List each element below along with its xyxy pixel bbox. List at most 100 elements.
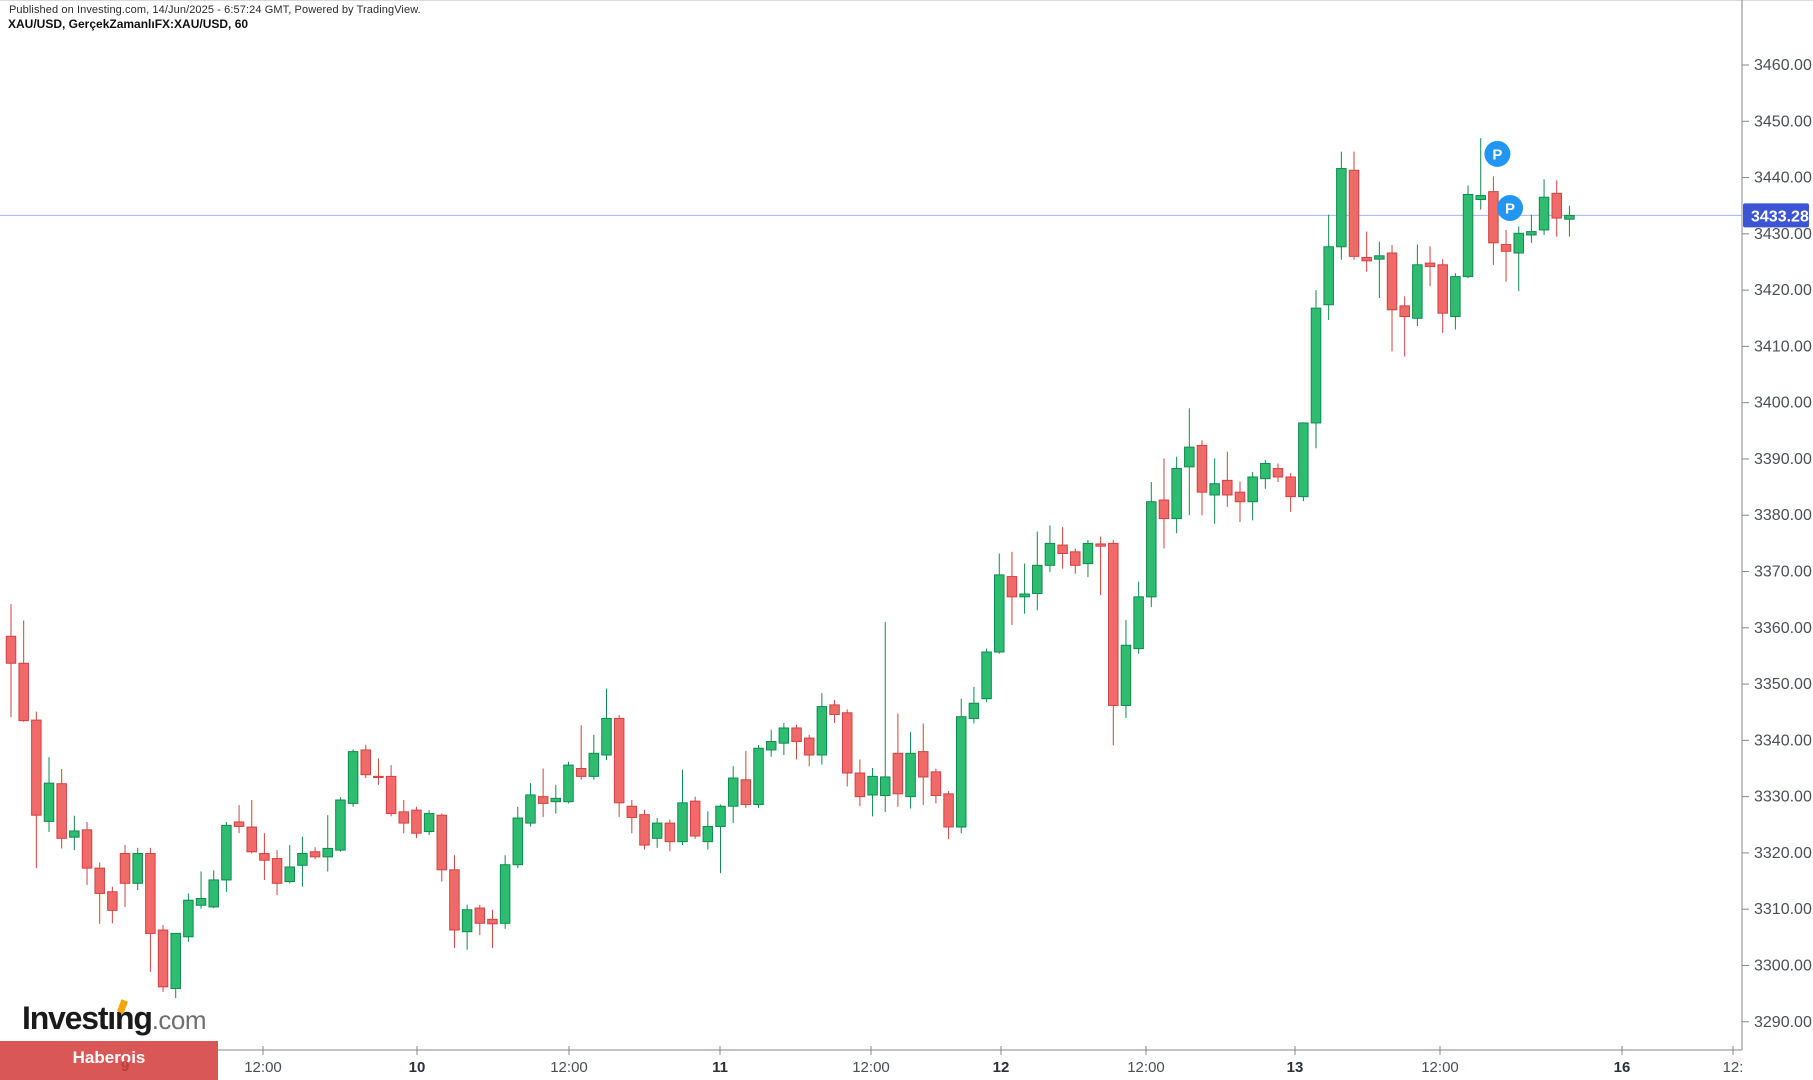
symbol-title: XAU/USD, GerçekZamanlıFX:XAU/USD, 60 <box>8 17 249 31</box>
candle <box>322 847 333 858</box>
candle <box>360 749 372 776</box>
price-axis-label: 3350.00 <box>1754 676 1812 693</box>
candle <box>715 805 726 827</box>
candle <box>689 800 701 837</box>
time-axis-label: 12:00 <box>1421 1059 1459 1076</box>
candle <box>411 809 422 834</box>
price-axis-label: 3330.00 <box>1754 789 1812 806</box>
candle <box>1437 264 1448 314</box>
candle <box>1158 499 1170 520</box>
candle <box>651 822 663 839</box>
candle <box>1310 307 1322 424</box>
candle <box>816 706 828 756</box>
candle <box>727 777 739 807</box>
p-marker-icon[interactable] <box>1497 194 1524 221</box>
candle <box>1082 542 1094 565</box>
candle <box>867 775 878 796</box>
candle <box>474 907 486 924</box>
candle <box>1424 262 1436 267</box>
price-axis-label: 3380.00 <box>1754 507 1812 524</box>
candle <box>132 852 143 884</box>
price-axis-label: 3340.00 <box>1754 732 1812 749</box>
candle <box>1095 543 1106 547</box>
candle <box>347 751 359 804</box>
candle <box>1032 564 1043 594</box>
candle <box>246 826 257 853</box>
candle <box>613 717 625 804</box>
candle <box>259 852 270 861</box>
candle <box>221 824 232 881</box>
time-axis-label: 12:00 <box>1127 1059 1165 1076</box>
candle <box>765 740 777 751</box>
candle <box>1488 191 1499 244</box>
candle <box>309 851 321 858</box>
p-marker-label: P <box>1505 200 1515 217</box>
candle <box>892 752 904 795</box>
candle <box>1526 231 1537 236</box>
candle <box>1247 476 1258 503</box>
candle <box>423 813 435 833</box>
price-axis-label: 3400.00 <box>1754 395 1812 412</box>
candle <box>1500 244 1512 252</box>
candle <box>1260 462 1271 480</box>
candle <box>1044 542 1056 566</box>
candle <box>233 821 245 827</box>
news-banner[interactable]: Haberois 9 <box>0 1041 218 1080</box>
time-axis-label: 13 <box>1287 1059 1304 1076</box>
candle <box>803 737 815 756</box>
candle <box>753 747 764 806</box>
candle <box>1108 542 1119 706</box>
price-axis-label: 3320.00 <box>1754 845 1812 862</box>
candle <box>968 702 980 719</box>
candle <box>170 932 181 990</box>
candle <box>956 716 967 828</box>
candle <box>436 814 448 871</box>
candle <box>18 662 29 722</box>
candle <box>1171 468 1182 520</box>
candle <box>1348 169 1360 257</box>
candle <box>1462 193 1474 278</box>
candle <box>1361 256 1372 262</box>
candle <box>943 793 954 828</box>
candle <box>31 719 42 816</box>
candle <box>1551 192 1562 219</box>
candle <box>119 852 131 884</box>
candle <box>778 727 790 744</box>
price-axis-label: 3450.00 <box>1754 113 1812 130</box>
candle <box>829 704 840 715</box>
candle <box>56 783 67 839</box>
candle <box>398 811 410 824</box>
time-axis-label: 11 <box>712 1059 728 1076</box>
news-banner-label: Haberois <box>72 1048 146 1067</box>
candle <box>791 727 802 742</box>
candle <box>335 799 346 851</box>
candle <box>1234 491 1246 503</box>
candle <box>195 898 207 906</box>
candle <box>1006 576 1018 598</box>
p-marker-icon[interactable] <box>1484 140 1511 167</box>
time-axis-label: 12:00 <box>852 1059 890 1076</box>
candle <box>499 864 511 924</box>
candle <box>930 771 942 797</box>
candle <box>1222 479 1233 496</box>
candle <box>157 929 169 988</box>
candle <box>1298 422 1309 498</box>
price-axis-label: 3360.00 <box>1754 620 1812 637</box>
candle <box>449 869 460 931</box>
time-axis-label: 12:00 <box>550 1059 588 1076</box>
candle <box>575 768 587 777</box>
candle <box>525 794 536 824</box>
candle <box>981 651 992 700</box>
candle <box>512 817 524 866</box>
investing-logo: Investıng.com <box>22 999 207 1036</box>
candle <box>1450 276 1461 318</box>
time-axis-label: 12 <box>993 1059 1010 1076</box>
candle <box>1196 444 1208 493</box>
last-price-label: 3433.28 <box>1751 208 1809 225</box>
candle <box>1120 644 1132 706</box>
candle <box>879 776 891 797</box>
candle <box>1070 551 1081 566</box>
candle <box>1399 305 1410 318</box>
price-axis-label: 3420.00 <box>1754 282 1812 299</box>
